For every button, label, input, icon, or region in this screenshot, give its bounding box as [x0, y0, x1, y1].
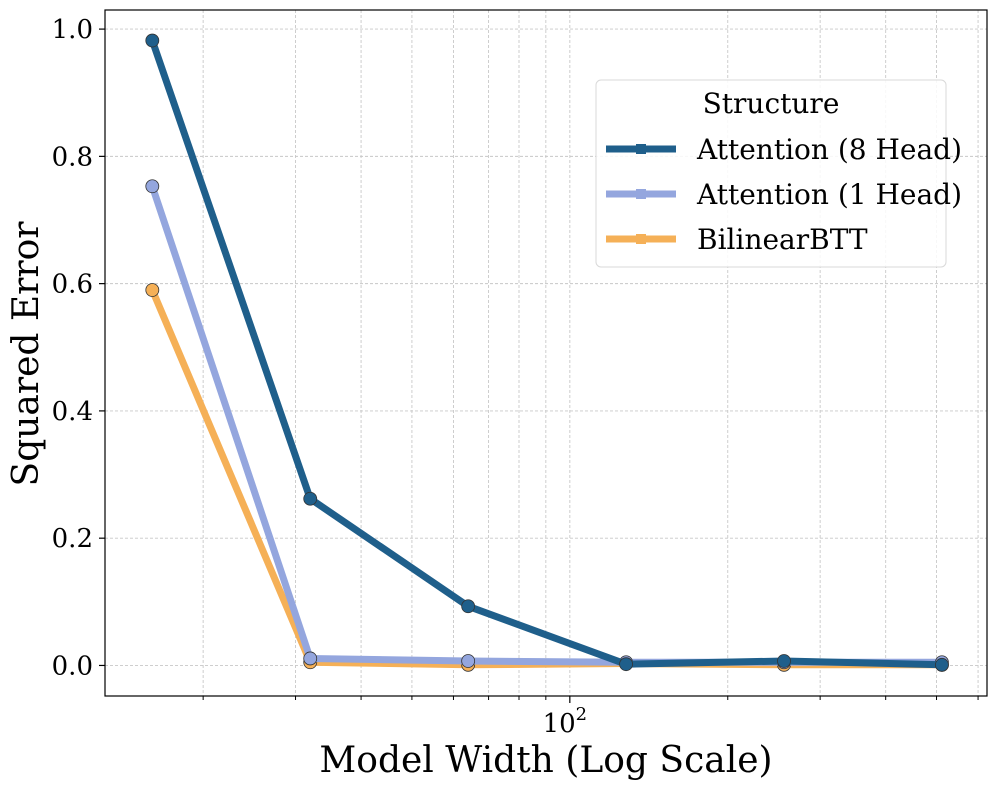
data-point [935, 657, 949, 672]
data-point [777, 654, 791, 668]
legend-label: Attention (1 Head) [696, 178, 962, 211]
legend-swatch-marker [636, 189, 646, 199]
legend-swatch-marker [636, 144, 646, 154]
y-tick-label: 0.4 [52, 397, 93, 427]
series-line [148, 286, 946, 669]
legend-box [595, 79, 947, 268]
x-tick-label: 102 [543, 704, 588, 739]
legend-swatch-marker [636, 234, 646, 244]
legend: Structure Attention (8 Head) Attention (1… [595, 79, 962, 268]
data-point [303, 491, 318, 506]
tick-layer: 0.0 0.2 0.4 0.6 0.8 1.0 102 [52, 15, 979, 739]
data-point [461, 654, 476, 668]
legend-label: Attention (8 Head) [696, 133, 962, 166]
legend-entry-attention-1-head: Attention (1 Head) [606, 178, 962, 211]
y-tick-label: 0.0 [52, 651, 93, 681]
x-axis-title: Model Width (Log Scale) [319, 740, 772, 781]
legend-label: BilinearBTT [697, 223, 868, 256]
legend-entry-attention-8-head: Attention (8 Head) [606, 133, 962, 166]
y-tick-label: 0.8 [52, 142, 93, 172]
y-tick-label: 0.2 [52, 524, 93, 554]
grid-layer [105, 10, 987, 696]
data-point [619, 657, 633, 672]
y-axis-title: Squared Error [6, 221, 47, 487]
y-tick-label: 1.0 [52, 15, 93, 45]
data-point [461, 599, 476, 614]
series-layer [145, 33, 949, 672]
data-point [303, 651, 318, 666]
series-attention-8-head [145, 33, 949, 672]
data-point [145, 179, 160, 194]
series-bilinearbtt [145, 283, 949, 672]
legend-entry-bilinearbtt: BilinearBTT [606, 223, 868, 256]
data-point [145, 33, 160, 48]
data-point [145, 283, 160, 297]
series-line [148, 37, 946, 669]
y-tick-label: 0.6 [52, 270, 93, 300]
legend-title: Structure [703, 87, 840, 120]
